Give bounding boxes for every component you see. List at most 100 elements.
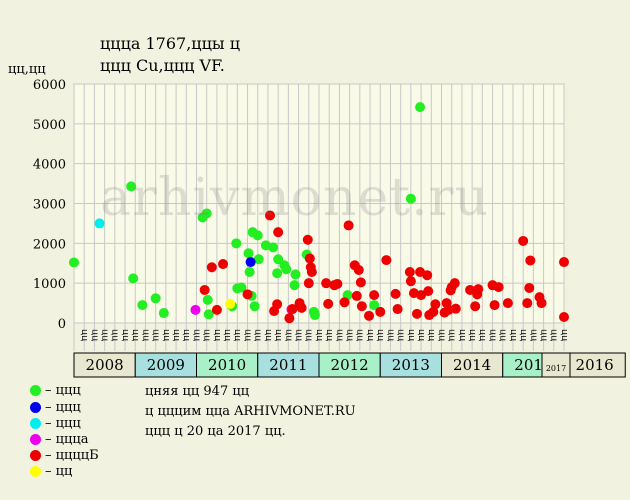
x-sub-label: цц <box>314 329 324 341</box>
data-point <box>430 299 441 310</box>
date-note: ццц ц 20 цa 2017 цц. <box>145 424 286 439</box>
data-point <box>272 268 283 279</box>
data-point <box>203 309 214 320</box>
data-point <box>390 288 401 299</box>
chart-title-line1: ццца 1767,ццы ц <box>100 34 240 53</box>
y-tick-label: 0 <box>58 317 66 332</box>
x-sub-label: цц <box>222 329 232 341</box>
data-point <box>351 290 362 301</box>
data-point <box>524 282 535 293</box>
data-point <box>265 210 275 221</box>
x-sub-label: цц <box>232 329 242 341</box>
year-label: 2014 <box>453 356 491 374</box>
data-point <box>253 254 264 265</box>
x-sub-label: цц <box>253 329 263 341</box>
x-sub-label: цц <box>365 329 375 341</box>
data-point <box>302 234 313 245</box>
data-point <box>489 300 500 311</box>
legend-item: – ццц <box>30 383 81 399</box>
year-label: 2011 <box>269 356 307 374</box>
data-point <box>422 270 433 281</box>
data-point <box>281 264 292 275</box>
legend-dot-icon <box>30 418 41 429</box>
x-sub-label: цц <box>79 329 89 341</box>
data-point <box>243 248 254 259</box>
data-point <box>272 299 283 310</box>
legend-label: – ццццБ <box>45 448 99 463</box>
data-point <box>369 290 380 301</box>
chart-title-line2: ццц Cu,ццц VF. <box>100 56 225 75</box>
legend-dot-icon <box>30 385 41 396</box>
legend-dot-icon <box>30 434 41 445</box>
legend-item: – ццц <box>30 400 81 416</box>
data-point <box>369 300 380 311</box>
x-sub-label: цц <box>140 329 150 341</box>
legend-label: – ццц <box>45 383 81 398</box>
legend-label: – цццa <box>45 432 89 447</box>
data-point <box>94 218 105 229</box>
x-sub-label: цц <box>457 329 467 341</box>
x-sub-label: цц <box>406 329 416 341</box>
data-point <box>252 230 263 241</box>
data-point <box>559 257 569 268</box>
x-sub-label: цц <box>293 329 303 341</box>
legend-item: – ццццБ <box>30 448 99 464</box>
x-sub-label: цц <box>334 329 344 341</box>
y-axis-label: цц,цц <box>8 62 46 77</box>
data-point <box>128 273 139 284</box>
x-sub-label: цц <box>508 329 518 341</box>
x-sub-label: цц <box>345 329 355 341</box>
data-point <box>415 102 426 113</box>
data-point <box>273 254 284 265</box>
data-point <box>339 297 350 308</box>
data-point <box>353 265 364 276</box>
data-point <box>287 304 298 315</box>
year-label: 2010 <box>208 356 246 374</box>
data-point <box>306 267 317 278</box>
year-label: 2008 <box>86 356 124 374</box>
data-point <box>201 208 212 219</box>
year-cell <box>318 352 381 378</box>
x-sub-label: цц <box>477 329 487 341</box>
data-point <box>502 298 513 309</box>
data-point <box>249 301 260 312</box>
x-sub-label: цц <box>263 329 273 341</box>
data-point <box>381 255 392 266</box>
x-sub-label: цц <box>242 329 252 341</box>
y-tick-label: 4000 <box>33 158 66 173</box>
y-tick-label: 5000 <box>33 118 66 133</box>
data-point <box>211 304 222 315</box>
data-point <box>428 306 439 317</box>
x-sub-label: цц <box>212 329 222 341</box>
data-point <box>303 278 314 289</box>
data-point <box>284 313 295 324</box>
x-sub-label: цц <box>447 329 457 341</box>
data-point <box>244 267 255 278</box>
legend-label: – цц <box>45 464 73 479</box>
data-point <box>525 255 536 266</box>
legend-label: – ццц <box>45 400 81 415</box>
x-sub-label: цц <box>396 329 406 341</box>
data-point <box>412 308 422 319</box>
legend-item: – цц <box>30 464 72 480</box>
data-point <box>522 298 533 309</box>
x-sub-label: цц <box>324 329 334 341</box>
data-point <box>309 310 320 321</box>
x-sub-label: цц <box>273 329 283 341</box>
year-label: 2016 <box>576 356 614 374</box>
year-cell <box>563 352 626 378</box>
y-tick-label: 2000 <box>33 237 66 252</box>
x-sub-label: цц <box>467 329 477 341</box>
data-point <box>364 310 375 321</box>
data-point <box>225 298 236 309</box>
y-tick-label: 6000 <box>33 78 66 93</box>
x-sub-label: цц <box>161 329 171 341</box>
x-sub-label: цц <box>375 329 385 341</box>
source-note: ц цццим ццa ARHIVMONET.RU <box>145 404 356 419</box>
x-sub-label: цц <box>120 329 130 341</box>
x-sub-label: цц <box>549 329 559 341</box>
data-point <box>321 278 332 289</box>
data-point <box>343 220 354 231</box>
x-sub-label: цц <box>89 329 99 341</box>
